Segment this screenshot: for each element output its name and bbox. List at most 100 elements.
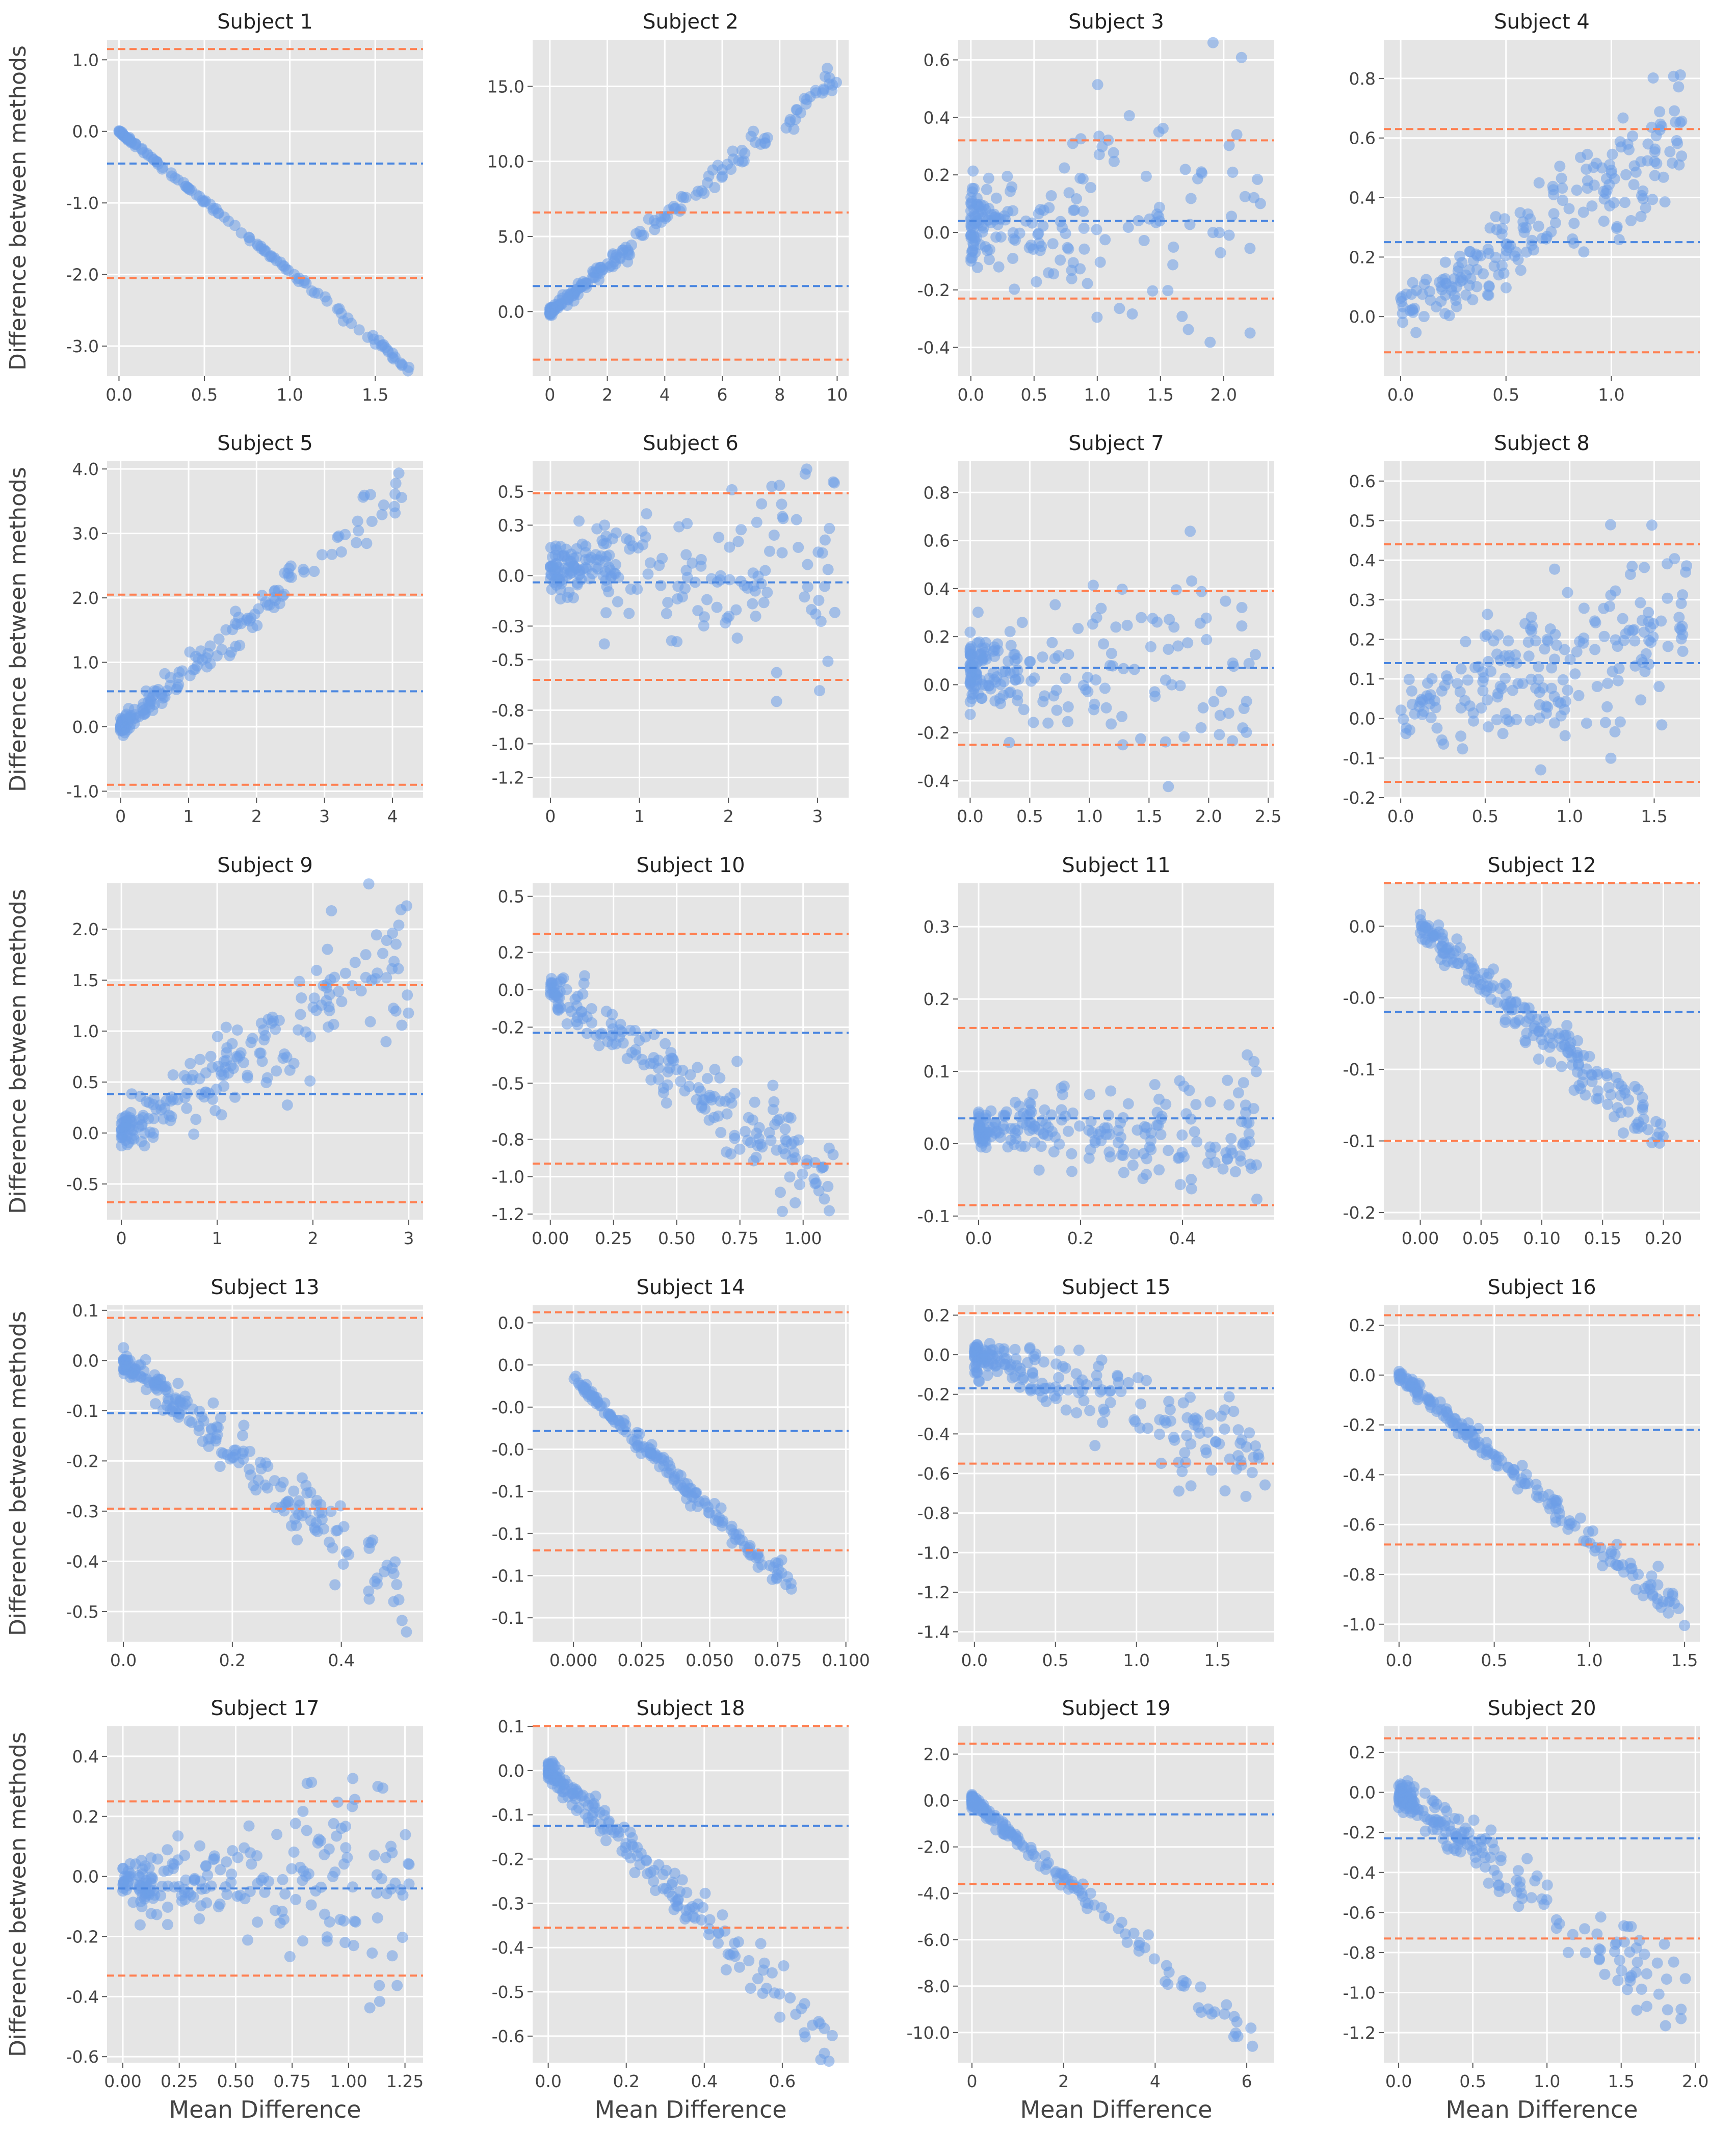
data-point — [822, 1180, 834, 1192]
data-point — [816, 1162, 827, 1174]
data-point — [1243, 657, 1255, 669]
data-point — [1542, 701, 1554, 713]
subplot-14: 0.000 0.025 0.050 0.075 0.1000.00.0-0.0-0.0-… — [492, 1276, 870, 1670]
data-point — [1664, 146, 1676, 157]
data-point — [1612, 675, 1624, 687]
y-tick-label: 0.1 — [924, 1062, 950, 1082]
data-point — [208, 1853, 220, 1864]
data-point — [1438, 738, 1450, 750]
data-point — [595, 550, 607, 562]
data-point — [1062, 701, 1074, 713]
data-point — [227, 1063, 239, 1074]
y-tick-label: 0.0 — [72, 122, 99, 142]
data-point — [701, 594, 713, 605]
data-point — [969, 1350, 981, 1362]
data-point — [1091, 1370, 1102, 1381]
data-point — [1656, 719, 1668, 731]
data-point — [351, 537, 362, 548]
data-point — [226, 1868, 238, 1880]
data-point — [681, 1887, 693, 1899]
data-point — [802, 581, 813, 593]
data-point — [1223, 1099, 1235, 1111]
data-point — [330, 1525, 342, 1537]
data-point — [793, 542, 804, 553]
y-tick-label: 0.4 — [1349, 550, 1376, 570]
data-point — [1194, 1428, 1206, 1439]
data-point — [1176, 1466, 1188, 1478]
data-point — [380, 1036, 392, 1047]
data-point — [686, 1491, 698, 1503]
data-point — [1511, 1875, 1522, 1886]
data-point — [388, 1003, 399, 1014]
data-point — [403, 1858, 414, 1869]
data-point — [1533, 177, 1545, 189]
data-point — [582, 1812, 594, 1824]
x-tick-label: 0.00 — [1402, 1228, 1439, 1248]
data-point — [1443, 942, 1455, 954]
data-point — [1228, 2011, 1240, 2022]
data-point — [1162, 1979, 1174, 1990]
x-tick-label: 2 — [602, 385, 613, 405]
y-tick-label: 0.1 — [1349, 669, 1376, 689]
data-point — [1118, 1167, 1129, 1178]
y-tick-label: 1.5 — [72, 970, 99, 990]
data-point — [1567, 1929, 1579, 1940]
data-point — [721, 1108, 733, 1120]
subplot-title: Subject 9 — [217, 854, 313, 877]
data-point — [731, 633, 743, 644]
data-point — [1662, 641, 1674, 652]
x-tick-label: 2.0 — [1195, 806, 1222, 826]
data-point — [1073, 1345, 1085, 1356]
data-point — [1177, 1397, 1189, 1409]
data-point — [190, 1114, 202, 1125]
data-point — [1647, 194, 1659, 205]
data-point — [636, 525, 648, 537]
data-point — [1153, 1093, 1165, 1105]
data-point — [997, 1821, 1009, 1832]
data-point — [1074, 172, 1086, 184]
data-point — [1091, 311, 1103, 323]
data-point — [252, 1878, 264, 1889]
data-point — [994, 214, 1006, 225]
data-point — [1201, 634, 1213, 645]
data-point — [1219, 1485, 1231, 1497]
y-tick-label: 0.5 — [1349, 511, 1376, 531]
subplot-title: Subject 6 — [643, 432, 739, 455]
data-point — [288, 1485, 300, 1497]
y-tick-label: -1.2 — [492, 768, 524, 787]
y-tick-label: 0.5 — [72, 1072, 99, 1092]
data-point — [689, 1912, 701, 1924]
data-point — [1586, 1069, 1598, 1081]
data-point — [401, 1626, 412, 1638]
data-point — [621, 1848, 633, 1860]
data-point — [629, 1867, 641, 1879]
data-point — [1190, 1099, 1202, 1111]
data-point — [1031, 276, 1042, 287]
data-point — [1035, 1141, 1047, 1152]
data-point — [328, 1818, 339, 1829]
x-tick-label: 1.5 — [1204, 1650, 1230, 1670]
data-point — [1062, 1384, 1074, 1395]
data-point — [1605, 519, 1616, 531]
data-point — [338, 1915, 350, 1927]
data-point — [364, 2002, 376, 2014]
data-point — [148, 1127, 160, 1139]
data-point — [1059, 162, 1070, 174]
plot-area — [1384, 40, 1700, 376]
data-point — [784, 1171, 796, 1183]
data-point — [618, 1414, 630, 1426]
data-point — [1439, 256, 1451, 268]
data-point — [703, 1929, 715, 1940]
data-point — [1422, 677, 1433, 689]
data-point — [1594, 1953, 1605, 1965]
x-tick-label: 2 — [1058, 2071, 1069, 2091]
data-point — [194, 1054, 206, 1065]
data-point — [993, 261, 1005, 273]
data-point — [340, 1842, 352, 1854]
data-point — [1500, 1016, 1511, 1028]
data-point — [620, 242, 632, 253]
data-point — [1236, 620, 1248, 632]
data-point — [176, 665, 188, 677]
data-point — [1222, 1074, 1233, 1086]
